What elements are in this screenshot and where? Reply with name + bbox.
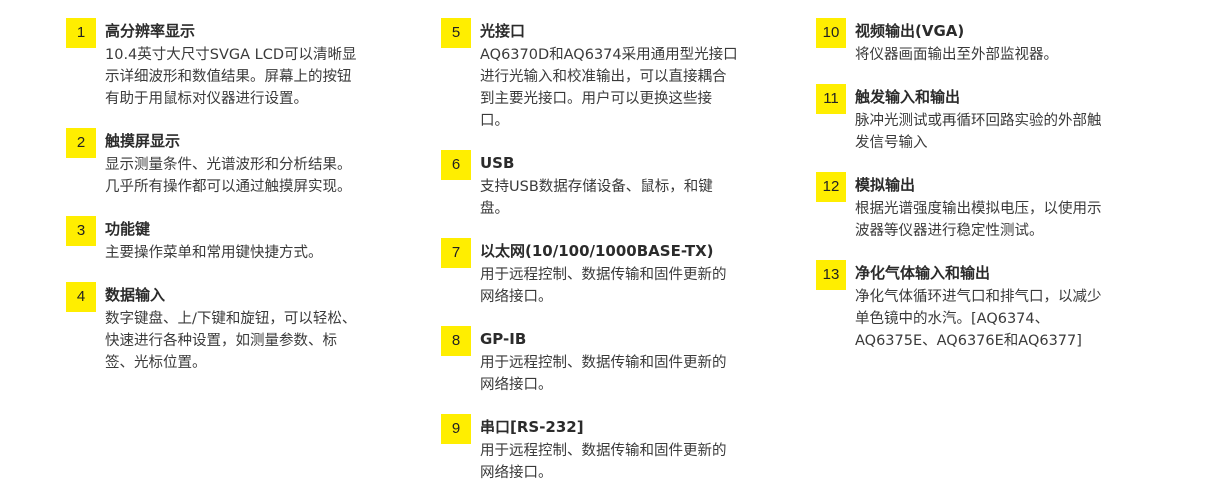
feature-description-line: 有助于用鼠标对仪器进行设置。: [105, 91, 308, 107]
feature-description-line: 示详细波形和数值结果。屏幕上的按钮: [105, 69, 352, 85]
feature-description-line: 快速进行各种设置，如测量参数、标: [105, 333, 337, 349]
feature-title: GP-IB: [480, 330, 527, 348]
feature-description-line: 用于远程控制、数据传输和固件更新的: [480, 355, 727, 371]
feature-title: 串口[RS-232]: [480, 418, 584, 436]
feature-description-line: 根据光谱强度输出模拟电压，以使用示: [855, 201, 1102, 217]
feature-description-line: 进行光输入和校准输出，可以直接耦合: [480, 69, 727, 85]
number-badge: 1: [66, 18, 96, 48]
number-badge: 13: [816, 260, 846, 290]
feature-item: 12 模拟输出根据光谱强度输出模拟电压，以使用示 波器等仪器进行稳定性测试。: [816, 172, 1146, 242]
number-badge: 12: [816, 172, 846, 202]
feature-description-line: AQ6375E、AQ6376E和AQ6377]: [855, 333, 1082, 349]
feature-title: 净化气体输入和输出: [855, 264, 991, 282]
feature-title: 高分辨率显示: [105, 22, 196, 40]
feature-title: 功能键: [105, 220, 151, 238]
number-badge: 4: [66, 282, 96, 312]
feature-description-line: 支持USB数据存储设备、鼠标，和键: [480, 179, 713, 195]
number-badge: 5: [441, 18, 471, 48]
number-badge: 8: [441, 326, 471, 356]
feature-item: 10 视频输出(VGA) 将仪器画面输出至外部监视器。: [816, 18, 1146, 66]
feature-description-line: 网络接口。: [480, 465, 553, 481]
feature-description-line: 将仪器画面输出至外部监视器。: [855, 47, 1058, 63]
feature-description-line: 盘。: [480, 201, 509, 217]
feature-description-line: 主要操作菜单和常用键快捷方式。: [105, 245, 323, 261]
feature-description-line: 波器等仪器进行稳定性测试。: [855, 223, 1044, 239]
feature-title: 数据输入: [105, 286, 166, 304]
column-3: 10 视频输出(VGA) 将仪器画面输出至外部监视器。 11 触发输入和输出脉冲光测试或…: [816, 18, 1146, 370]
feature-description-line: 网络接口。: [480, 377, 553, 393]
feature-description-line: 显示测量条件、光谱波形和分析结果。: [105, 157, 352, 173]
number-badge: 10: [816, 18, 846, 48]
feature-title: 触摸屏显示: [105, 132, 181, 150]
feature-title: 视频输出(VGA): [855, 22, 965, 40]
feature-item: 2 触摸屏显示显示测量条件、光谱波形和分析结果。 几乎所有操作都可以通过触摸屏实现。: [66, 128, 396, 198]
feature-description-line: 发信号输入: [855, 135, 928, 151]
feature-description-line: 到主要光接口。用户可以更换这些接: [480, 91, 712, 107]
feature-title: 触发输入和输出: [855, 88, 961, 106]
feature-description-line: 几乎所有操作都可以通过触摸屏实现。: [105, 179, 352, 195]
number-badge: 6: [441, 150, 471, 180]
column-2: 5 光接口 AQ6370D和AQ6374采用通用型光接口 进行光输入和校准输出，可以直…: [441, 18, 771, 502]
feature-item: 7 以太网(10/100/1000BASE-TX) 用于远程控制、数据传输和固件更新…: [441, 238, 771, 308]
feature-item: 8 GP-IB 用于远程控制、数据传输和固件更新的 网络接口。: [441, 326, 771, 396]
feature-description-line: AQ6370D和AQ6374采用通用型光接口: [480, 47, 738, 63]
feature-title: USB: [480, 154, 515, 172]
feature-description-line: 单色镜中的水汽。[AQ6374、: [855, 311, 1050, 327]
feature-title: 光接口: [480, 22, 526, 40]
feature-description-line: 用于远程控制、数据传输和固件更新的: [480, 267, 727, 283]
column-1: 1 高分辨率显示 10.4英寸大尺寸SVGA LCD可以清晰显 示详细波形和数值结果。…: [66, 18, 396, 392]
feature-description-line: 净化气体循环进气口和排气口，以减少: [855, 289, 1102, 305]
feature-item: 6 USB 支持USB数据存储设备、鼠标，和键 盘。: [441, 150, 771, 220]
feature-description-line: 用于远程控制、数据传输和固件更新的: [480, 443, 727, 459]
number-badge: 2: [66, 128, 96, 158]
feature-item: 1 高分辨率显示 10.4英寸大尺寸SVGA LCD可以清晰显 示详细波形和数值结果。…: [66, 18, 396, 110]
feature-description-line: 网络接口。: [480, 289, 553, 305]
feature-item: 11 触发输入和输出脉冲光测试或再循环回路实验的外部触 发信号输入: [816, 84, 1146, 154]
feature-title: 模拟输出: [855, 176, 916, 194]
feature-item: 3 功能键主要操作菜单和常用键快捷方式。: [66, 216, 396, 264]
feature-description-line: 数字键盘、上/下键和旋钮，可以轻松、: [105, 311, 357, 327]
number-badge: 3: [66, 216, 96, 246]
number-badge: 9: [441, 414, 471, 444]
feature-description-line: 10.4英寸大尺寸SVGA LCD可以清晰显: [105, 47, 357, 63]
feature-description-line: 签、光标位置。: [105, 355, 207, 371]
feature-item: 13 净化气体输入和输出净化气体循环进气口和排气口，以减少 单色镜中的水汽。[AQ6…: [816, 260, 1146, 352]
feature-title: 以太网(10/100/1000BASE-TX): [480, 242, 714, 260]
feature-item: 9 串口[RS-232] 用于远程控制、数据传输和固件更新的 网络接口。: [441, 414, 771, 484]
number-badge: 7: [441, 238, 471, 268]
feature-item: 4 数据输入数字键盘、上/下键和旋钮，可以轻松、 快速进行各种设置，如测量参数、标签…: [66, 282, 396, 374]
feature-item: 5 光接口 AQ6370D和AQ6374采用通用型光接口 进行光输入和校准输出，可以直…: [441, 18, 771, 132]
feature-description-line: 口。: [480, 113, 509, 129]
number-badge: 11: [816, 84, 846, 114]
feature-description-line: 脉冲光测试或再循环回路实验的外部触: [855, 113, 1102, 129]
